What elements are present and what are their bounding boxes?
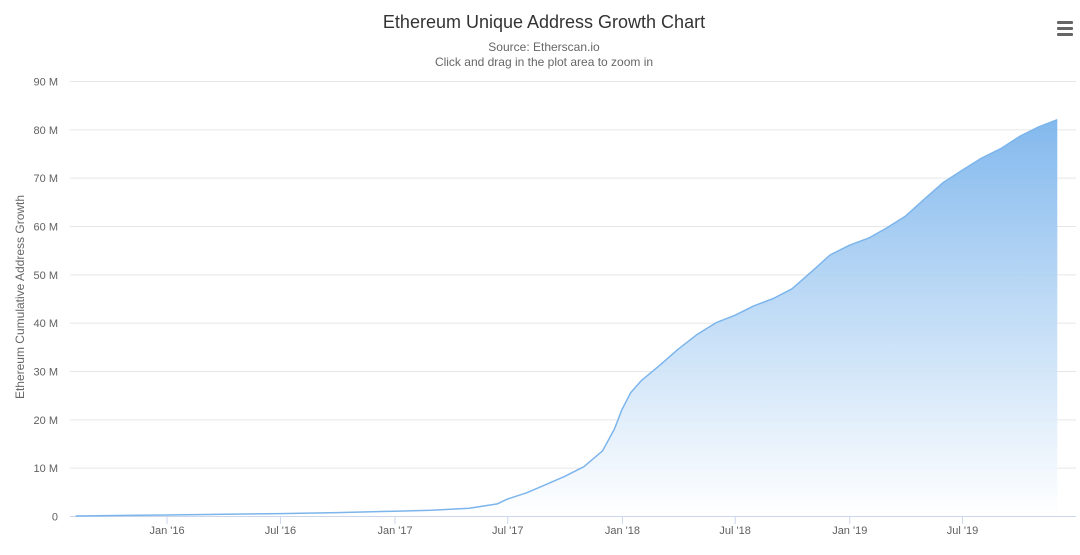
series-area-fill bbox=[75, 119, 1058, 516]
y-tick-label: 80 M bbox=[34, 125, 58, 137]
series-line bbox=[75, 119, 1058, 517]
x-tick-label: Jul '17 bbox=[492, 525, 523, 537]
y-tick-label: 20 M bbox=[34, 415, 58, 427]
menu-bar bbox=[1057, 33, 1073, 36]
x-tick-label: Jan '17 bbox=[377, 525, 412, 537]
hamburger-menu-icon[interactable] bbox=[1052, 16, 1078, 40]
x-tick-label: Jan '19 bbox=[832, 525, 867, 537]
y-tick-label: 40 M bbox=[34, 318, 58, 330]
x-tick-label: Jul '19 bbox=[947, 525, 978, 537]
y-tick-label: 90 M bbox=[34, 77, 58, 89]
y-axis-title: Ethereum Cumulative Address Growth bbox=[13, 195, 27, 399]
menu-bar bbox=[1057, 27, 1073, 30]
series-layer bbox=[75, 119, 1058, 517]
x-tick-label: Jan '16 bbox=[149, 525, 184, 537]
x-axis: Jan '16 Jul '16 Jan '17 Jul '17 Jan '18 Jul '… bbox=[149, 516, 978, 537]
y-tick-label: 10 M bbox=[34, 463, 58, 475]
chart-title: Ethereum Unique Address Growth Chart bbox=[382, 12, 706, 32]
y-axis: 0 10 M 20 M 30 M 40 M 50 M 60 M 70 M 80 M 90 M bbox=[34, 77, 58, 524]
chart-subtitle-source: Source: Etherscan.io bbox=[488, 40, 600, 54]
chart-subtitle-zoom-hint: Click and drag in the plot area to zoom … bbox=[434, 55, 654, 69]
y-tick-label: 70 M bbox=[34, 173, 58, 185]
menu-bar bbox=[1057, 21, 1073, 24]
x-tick-label: Jul '16 bbox=[265, 525, 296, 537]
y-tick-label: 60 M bbox=[34, 222, 58, 234]
y-tick-label: 50 M bbox=[34, 270, 58, 282]
x-tick-label: Jan '18 bbox=[605, 525, 640, 537]
x-tick-label: Jul '18 bbox=[719, 525, 750, 537]
y-tick-label: 30 M bbox=[34, 367, 58, 379]
y-tick-label: 0 bbox=[52, 512, 58, 524]
